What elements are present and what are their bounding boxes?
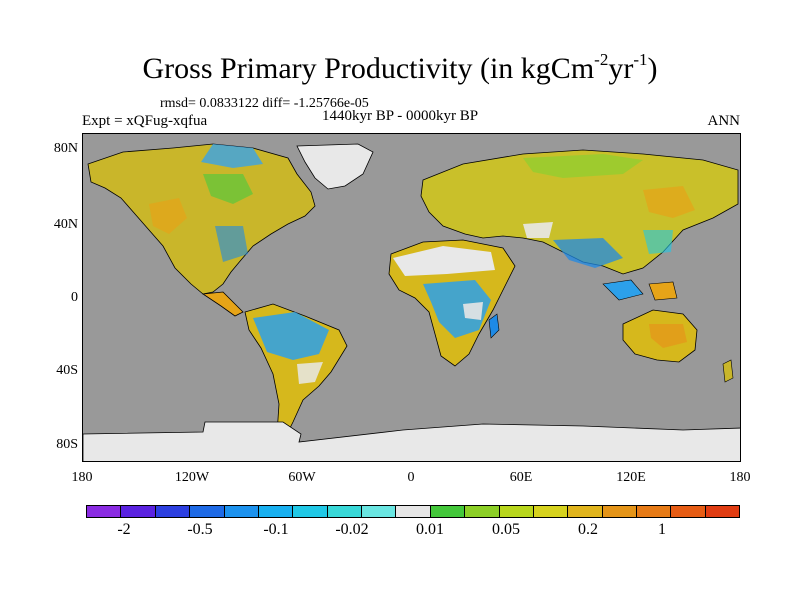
- colorbar-swatch: [671, 506, 706, 517]
- colorbar-swatch: [465, 506, 500, 517]
- colorbar-swatch: [602, 506, 637, 517]
- colorbar-swatch: [637, 506, 672, 517]
- season-label: ANN: [707, 113, 741, 129]
- central-america: [201, 291, 244, 317]
- colorbar-swatch: [293, 506, 328, 517]
- se-asia-islands: [602, 279, 644, 301]
- colorbar-label: 0.05: [492, 521, 520, 538]
- lat-label: 40N: [53, 217, 78, 232]
- stats-line: rmsd= 0.0833122 diff= -1.25766e-05: [160, 96, 369, 111]
- colorbar-swatch: [533, 506, 569, 517]
- colorbar-swatch: [362, 506, 397, 517]
- lon-label: 60W: [288, 470, 316, 485]
- lon-label: 180: [71, 470, 93, 485]
- colorbar-label: -0.02: [335, 521, 369, 538]
- colorbar-swatch: [499, 506, 534, 517]
- colorbar-swatch: [155, 506, 191, 517]
- lon-label: 120E: [616, 470, 646, 485]
- world-map: [82, 133, 741, 462]
- map-canvas: [83, 143, 740, 461]
- chart-title: Gross Primary Productivity (in kgCm-2yr-…: [142, 50, 658, 85]
- experiment-label: Expt = xQFug-xqfua: [82, 113, 208, 129]
- colorbar-swatch: [258, 506, 294, 517]
- colorbar-label: 0.2: [578, 521, 598, 538]
- lat-label: 80S: [56, 437, 78, 452]
- colorbar-label: -0.1: [263, 521, 289, 538]
- lon-label: 0: [407, 470, 415, 485]
- colorbar-label: 1: [658, 521, 666, 538]
- colorbar-swatch: [568, 506, 603, 517]
- colorbar: [86, 505, 740, 518]
- colorbar-label: 0.01: [416, 521, 444, 538]
- colorbar-swatch: [121, 506, 156, 517]
- lat-label: 0: [71, 290, 78, 305]
- colorbar-swatch: [190, 506, 225, 517]
- colorbar-swatch: [396, 506, 431, 517]
- colorbar-swatch: [87, 506, 122, 517]
- colorbar-label: -0.5: [187, 521, 213, 538]
- north-america: [87, 143, 316, 295]
- new-zealand: [722, 359, 734, 383]
- colorbar-swatch: [430, 506, 466, 517]
- lat-label: 40S: [56, 363, 78, 378]
- greenland: [296, 143, 374, 190]
- colorbar-swatch: [705, 506, 740, 517]
- colorbar-swatch: [224, 506, 259, 517]
- colorbar-label: -2: [117, 521, 131, 538]
- period-label: 1440kyr BP - 0000kyr BP: [322, 108, 479, 124]
- madagascar: [488, 313, 500, 339]
- colorbar-swatch: [327, 506, 362, 517]
- lon-label: 60E: [509, 470, 533, 485]
- antarctica: [83, 421, 740, 461]
- lon-label: 180: [729, 470, 751, 485]
- lon-label: 120W: [174, 470, 210, 485]
- lat-label: 80N: [53, 141, 78, 156]
